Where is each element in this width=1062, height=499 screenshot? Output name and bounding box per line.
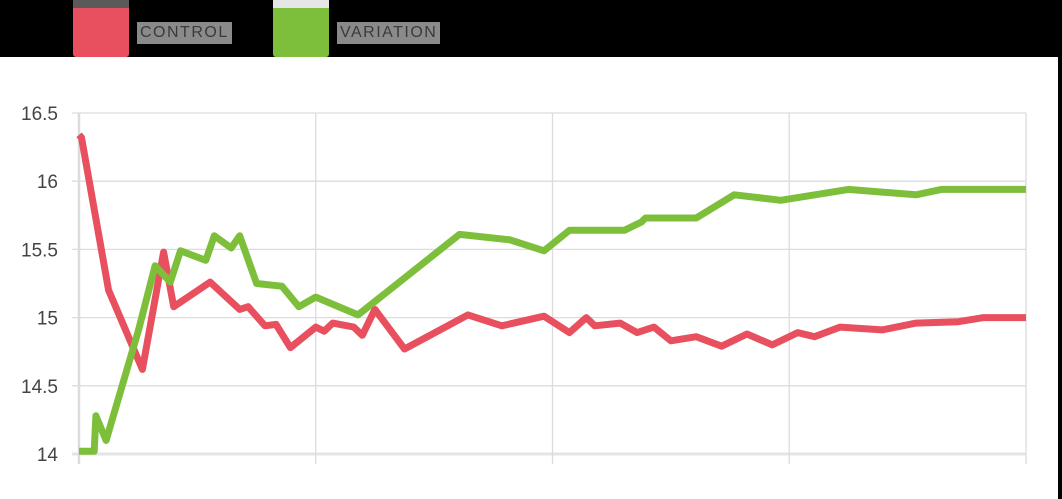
gridlines — [72, 112, 1027, 464]
control-swatch — [73, 0, 129, 57]
series-line-control — [76, 132, 1026, 373]
variation-swatch — [273, 0, 329, 57]
y-tick-label: 15 — [37, 309, 58, 330]
y-tick-label: 16.5 — [21, 104, 58, 125]
legend-label-control: CONTROL — [137, 22, 232, 44]
y-tick-label: 15.5 — [21, 240, 58, 261]
series-line-variation — [79, 185, 1026, 455]
y-tick-label: 16 — [37, 172, 58, 193]
legend: CONTROL VARIATION — [0, 0, 1062, 57]
y-tick-label: 14.5 — [21, 377, 58, 398]
series-lines — [76, 132, 1026, 455]
y-axis: 16.5 16 15.5 15 14.5 14 — [21, 104, 58, 466]
y-tick-label: 14 — [37, 445, 59, 466]
legend-label-variation: VARIATION — [337, 22, 441, 44]
right-edge — [1058, 57, 1062, 499]
